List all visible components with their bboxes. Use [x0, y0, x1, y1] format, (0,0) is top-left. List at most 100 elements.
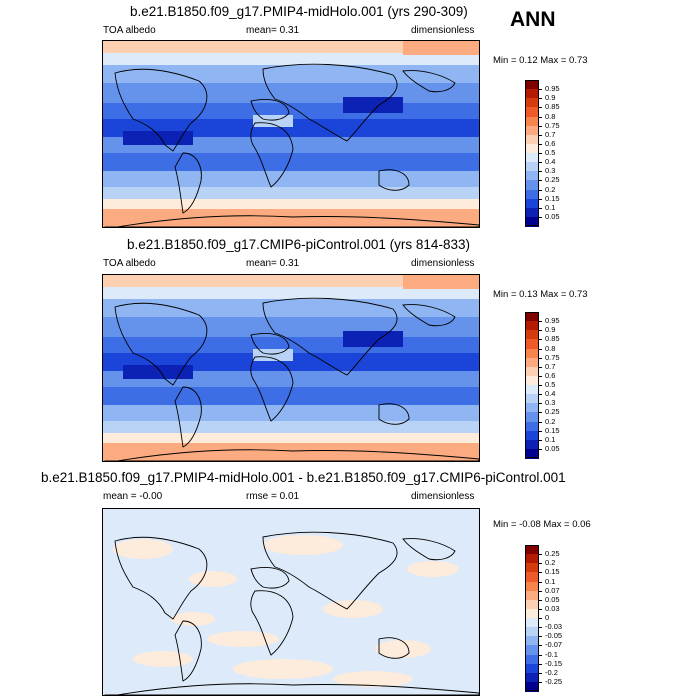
colorbar-tick-label: 0.07	[545, 585, 560, 595]
colorbar-tick	[539, 618, 542, 619]
panel-2-title: b.e21.B1850.f09_g17.CMIP6-piControl.001 …	[127, 237, 470, 252]
colorbar-tick-label: 0.05	[545, 211, 560, 221]
colorbar-tick	[539, 448, 542, 450]
panel-2-mean-label: mean= 0.31	[246, 258, 300, 269]
colorbar-tick-label: 0.2	[545, 558, 556, 568]
map-shading-band	[103, 65, 479, 83]
colorbar-tick	[539, 366, 542, 368]
colorbar-tick	[539, 98, 542, 100]
colorbar-tick	[539, 153, 542, 154]
panel-2-colorbar: 0.95 0.9 0.85 0.8 0.75 0.7 0.6 0.5 0.4 0.3 0.25 0.2…	[525, 312, 585, 459]
colorbar-tick-label: 0.8	[545, 111, 556, 121]
map-shading-patch	[207, 631, 279, 647]
map-shading-band	[103, 137, 479, 153]
map-shading-patch	[123, 365, 193, 379]
coastline	[174, 152, 202, 214]
coastline	[262, 297, 398, 376]
coastline	[250, 122, 294, 188]
coastline	[378, 637, 410, 659]
colorbar-frame	[525, 545, 539, 691]
colorbar-tick	[539, 385, 542, 386]
colorbar-tick	[539, 421, 542, 423]
colorbar-tick	[539, 645, 542, 647]
colorbar-tick	[539, 672, 542, 674]
colorbar-tick-label: 0.2	[545, 416, 556, 426]
colorbar-tick-label: 0.8	[545, 343, 556, 353]
colorbar-tick	[539, 134, 542, 136]
map-shading-band	[103, 171, 479, 187]
colorbar-tick	[539, 321, 542, 323]
panel-3-units-label: dimensionless	[411, 491, 475, 502]
colorbar-frame	[525, 312, 539, 458]
colorbar-tick-label: -0.25	[545, 676, 563, 686]
colorbar-tick	[539, 654, 542, 656]
colorbar-tick-label: 0.05	[545, 443, 560, 453]
map-shading-band	[103, 199, 479, 209]
colorbar-frame	[525, 80, 539, 226]
panel-2-map-svg	[103, 275, 479, 461]
colorbar-tick	[539, 590, 542, 592]
colorbar-tick	[539, 439, 542, 441]
map-shading-patch	[253, 349, 293, 361]
panel-1-colorbar: 0.95 0.9 0.85 0.8 0.75 0.7 0.6 0.5 0.4 0.3 0.25 0.2…	[525, 80, 585, 227]
colorbar-tick-label: 0.2	[545, 184, 556, 194]
colorbar-tick-label: 0.85	[545, 102, 560, 112]
colorbar-tick-label: -0.07	[545, 640, 563, 650]
map-shading-band	[103, 299, 479, 317]
colorbar-tick	[539, 681, 542, 683]
colorbar-tick-label: 0.95	[545, 84, 560, 94]
colorbar-tick	[539, 430, 542, 432]
colorbar-tick	[539, 162, 542, 164]
colorbar-tick-label: 0.85	[545, 334, 560, 344]
map-shading-band	[103, 53, 479, 65]
coastline	[104, 215, 479, 227]
coastline	[114, 302, 208, 386]
colorbar-tick-label: 0.05	[545, 594, 560, 604]
map-shading-band	[103, 443, 479, 461]
coastline	[250, 567, 290, 589]
colorbar-tick-label: 0.75	[545, 120, 560, 130]
colorbar-tick	[539, 207, 542, 209]
colorbar-tick	[539, 143, 542, 145]
map-shading-patch	[189, 571, 237, 587]
colorbar-tick-label: 0.15	[545, 567, 560, 577]
map-shading-patch	[113, 539, 173, 559]
colorbar-tick-label: 0.03	[545, 603, 560, 613]
colorbar-tick	[539, 599, 542, 601]
colorbar-tick	[539, 189, 542, 191]
map-shading-patch	[263, 535, 343, 555]
colorbar-tick-label: 0.1	[545, 576, 556, 586]
colorbar-tick-label: 0	[545, 613, 550, 622]
colorbar-tick-label: -0.1	[545, 649, 558, 659]
colorbar-tick-label: 0.7	[545, 129, 556, 139]
colorbar-tick-label: 0.3	[545, 398, 556, 408]
colorbar-tick-label: 0.3	[545, 166, 556, 176]
map-shading-band	[103, 387, 479, 405]
colorbar-tick-label: 0.25	[545, 549, 560, 559]
colorbar-tick-label: -0.2	[545, 667, 558, 677]
colorbar-tick	[539, 330, 542, 332]
colorbar-tick-label: 0.6	[545, 370, 556, 380]
coastline	[250, 356, 294, 422]
colorbar-tick	[539, 180, 542, 182]
map-shading-patch	[403, 275, 479, 289]
coastline	[262, 531, 398, 610]
panel-2-map	[102, 274, 480, 462]
colorbar-tick-label: 0.5	[545, 148, 556, 157]
panel-1-mean-label: mean= 0.31	[246, 25, 300, 36]
map-shading-band	[103, 405, 479, 421]
colorbar-tick-label: 0.1	[545, 434, 556, 444]
coastline	[402, 70, 456, 93]
colorbar-tick	[539, 348, 542, 350]
panel-1-map-svg	[103, 41, 479, 227]
map-shading-band	[103, 187, 479, 199]
panel-3-mean-label: mean = -0.00	[103, 491, 163, 502]
coastline	[114, 68, 208, 152]
colorbar-tick-label: 0.4	[545, 389, 556, 399]
colorbar-tick	[539, 216, 542, 218]
colorbar-tick	[539, 563, 542, 565]
colorbar-tick-label: 0.4	[545, 157, 556, 167]
colorbar-tick-label: 0.15	[545, 193, 560, 203]
coastline	[250, 333, 290, 355]
colorbar-tick	[539, 608, 542, 610]
